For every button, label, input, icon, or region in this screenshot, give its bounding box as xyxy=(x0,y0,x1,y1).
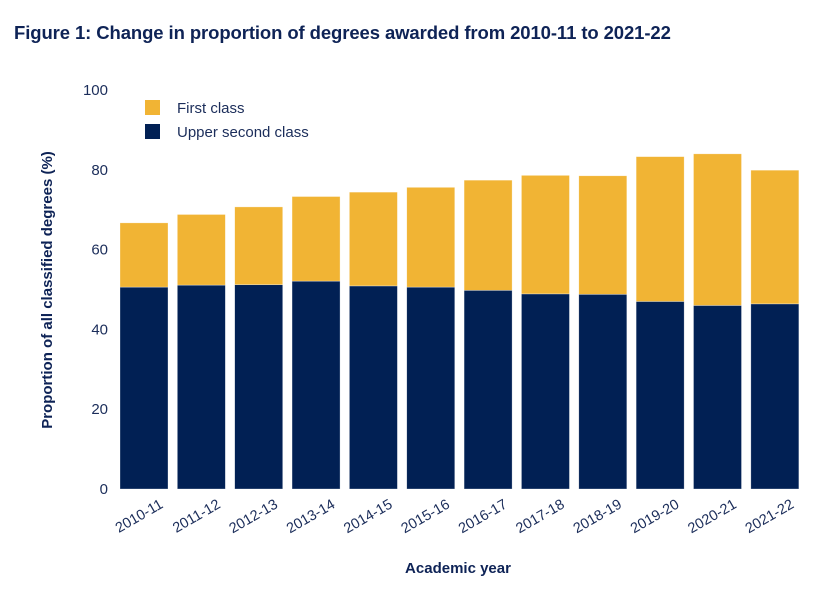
bar-upper-second-class-2017-18 xyxy=(521,293,570,490)
bar-first-class-2018-19 xyxy=(578,175,628,295)
bar-upper-second-class-2019-20 xyxy=(635,301,685,490)
x-tick-label: 2021-22 xyxy=(743,497,797,537)
y-tick-label: 80 xyxy=(91,162,108,179)
bar-first-class-2013-14 xyxy=(291,196,341,282)
x-tick-label: 2017-18 xyxy=(513,497,567,537)
x-tick-label: 2013-14 xyxy=(284,497,338,537)
bar-first-class-2015-16 xyxy=(406,187,456,288)
y-axis-ticks: 0 20 40 60 80 100 xyxy=(83,82,108,498)
bar-first-class-2019-20 xyxy=(635,156,685,302)
legend-swatch-first-class xyxy=(145,100,160,115)
x-tick-label: 2015-16 xyxy=(399,497,453,537)
bar-upper-second-class-2010-11 xyxy=(119,286,169,490)
bars xyxy=(119,153,800,490)
bar-upper-second-class-2021-22 xyxy=(750,303,800,490)
legend: First class Upper second class xyxy=(145,100,309,141)
bar-upper-second-class-2016-17 xyxy=(463,289,513,490)
bar-first-class-2011-12 xyxy=(177,214,226,286)
bar-first-class-2017-18 xyxy=(521,175,570,295)
y-tick-label: 60 xyxy=(91,242,108,259)
x-tick-label: 2016-17 xyxy=(456,497,510,537)
x-tick-label: 2010-11 xyxy=(113,497,166,537)
legend-label: First class xyxy=(177,100,245,117)
bar-upper-second-class-2012-13 xyxy=(234,284,283,490)
bar-upper-second-class-2013-14 xyxy=(291,280,341,490)
bar-upper-second-class-2018-19 xyxy=(578,293,628,490)
bar-first-class-2016-17 xyxy=(463,179,513,291)
y-tick-label: 100 xyxy=(83,82,108,99)
y-tick-label: 20 xyxy=(91,401,108,418)
x-axis-title: Academic year xyxy=(405,560,511,577)
x-axis-ticks: 2010-11 2011-12 2012-13 2013-14 2014-15 2015-… xyxy=(113,497,797,537)
bar-first-class-2014-15 xyxy=(349,191,398,287)
bar-upper-second-class-2014-15 xyxy=(349,285,398,490)
x-tick-label: 2014-15 xyxy=(341,497,395,537)
y-axis-title: Proportion of all classified degrees (%) xyxy=(39,151,56,429)
bar-first-class-2012-13 xyxy=(234,206,283,286)
bar-upper-second-class-2011-12 xyxy=(177,284,226,490)
bar-upper-second-class-2015-16 xyxy=(406,286,456,490)
chart-title: Figure 1: Change in proportion of degree… xyxy=(14,22,671,43)
x-tick-label: 2020-21 xyxy=(685,497,739,537)
bar-upper-second-class-2020-21 xyxy=(693,305,742,490)
x-tick-label: 2018-19 xyxy=(571,497,625,537)
bar-first-class-2010-11 xyxy=(119,222,169,288)
y-tick-label: 0 xyxy=(100,481,108,498)
x-tick-label: 2012-13 xyxy=(227,497,281,537)
x-tick-label: 2011-12 xyxy=(170,497,223,537)
legend-swatch-upper-second-class xyxy=(145,124,160,139)
x-tick-label: 2019-20 xyxy=(628,497,682,537)
bar-first-class-2020-21 xyxy=(693,153,742,306)
y-tick-label: 40 xyxy=(91,321,108,338)
bar-first-class-2021-22 xyxy=(750,169,800,305)
legend-label: Upper second class xyxy=(177,124,309,141)
